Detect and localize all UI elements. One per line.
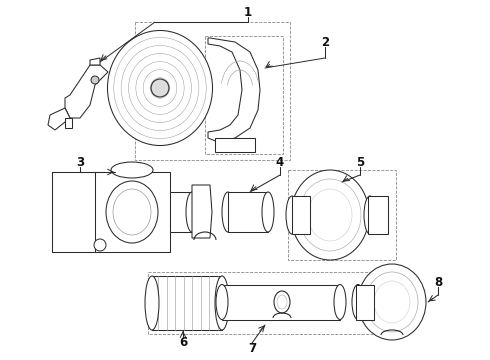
Polygon shape: [222, 285, 340, 320]
Text: 4: 4: [276, 156, 284, 168]
Polygon shape: [152, 276, 222, 330]
Polygon shape: [368, 196, 388, 234]
Ellipse shape: [215, 276, 229, 330]
Ellipse shape: [334, 284, 346, 320]
Ellipse shape: [291, 170, 369, 260]
Text: 3: 3: [76, 156, 84, 168]
Ellipse shape: [94, 239, 106, 251]
Polygon shape: [170, 192, 192, 232]
Polygon shape: [65, 118, 72, 128]
Ellipse shape: [358, 264, 426, 340]
Text: 1: 1: [244, 5, 252, 18]
Ellipse shape: [151, 79, 169, 97]
Polygon shape: [95, 172, 170, 252]
Ellipse shape: [274, 291, 290, 313]
Ellipse shape: [145, 276, 159, 330]
Bar: [288, 170, 396, 260]
Polygon shape: [48, 108, 70, 130]
Polygon shape: [356, 285, 374, 320]
Polygon shape: [292, 196, 310, 234]
Ellipse shape: [106, 181, 158, 243]
Ellipse shape: [186, 192, 198, 232]
Ellipse shape: [286, 196, 298, 234]
Polygon shape: [228, 192, 268, 232]
Polygon shape: [192, 185, 212, 238]
Text: 5: 5: [356, 156, 364, 168]
Bar: [135, 22, 290, 160]
Ellipse shape: [111, 162, 153, 178]
Polygon shape: [90, 58, 100, 65]
Polygon shape: [208, 38, 260, 142]
Bar: [205, 36, 283, 154]
Polygon shape: [215, 138, 255, 152]
Ellipse shape: [364, 196, 376, 234]
Ellipse shape: [107, 31, 213, 145]
Text: 8: 8: [434, 275, 442, 288]
Text: 2: 2: [321, 36, 329, 49]
Ellipse shape: [352, 284, 364, 320]
Ellipse shape: [222, 192, 234, 232]
Ellipse shape: [262, 192, 274, 232]
Text: 7: 7: [248, 342, 256, 355]
Polygon shape: [65, 65, 108, 118]
Ellipse shape: [216, 284, 228, 320]
Ellipse shape: [91, 76, 99, 84]
Bar: [148, 272, 393, 334]
Text: 6: 6: [179, 336, 187, 348]
